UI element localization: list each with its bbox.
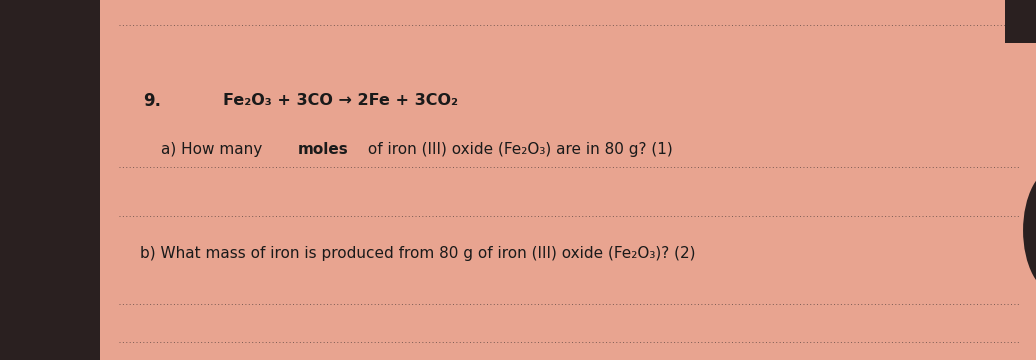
Bar	[1005, 0, 1036, 43]
Text: of iron (III) oxide (Fe₂O₃) are in 80 g? (1): of iron (III) oxide (Fe₂O₃) are in 80 g?…	[363, 142, 672, 157]
Text: Fe₂O₃ + 3CO → 2Fe + 3CO₂: Fe₂O₃ + 3CO → 2Fe + 3CO₂	[223, 93, 458, 108]
Ellipse shape	[1024, 167, 1036, 293]
Text: b) What mass of iron is produced from 80 g of iron (III) oxide (Fe₂O₃)? (2): b) What mass of iron is produced from 80…	[140, 246, 695, 261]
Text: a) How many: a) How many	[161, 142, 266, 157]
Text: moles: moles	[297, 142, 348, 157]
Text: 9.: 9.	[143, 92, 161, 110]
Bar	[0, 0, 100, 360]
